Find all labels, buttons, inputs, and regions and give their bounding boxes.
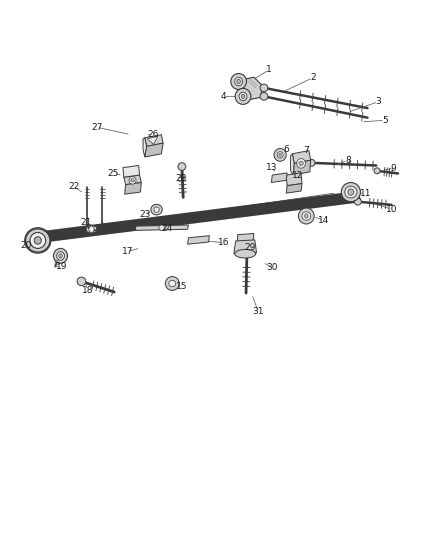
Text: 2: 2 xyxy=(310,73,316,82)
Ellipse shape xyxy=(260,93,268,100)
Text: 6: 6 xyxy=(284,145,290,154)
Text: 10: 10 xyxy=(386,205,397,214)
Text: 27: 27 xyxy=(91,123,102,132)
Text: 7: 7 xyxy=(304,146,309,155)
Polygon shape xyxy=(234,240,257,254)
Ellipse shape xyxy=(341,182,360,201)
Polygon shape xyxy=(237,233,254,242)
Ellipse shape xyxy=(151,204,162,215)
Ellipse shape xyxy=(131,179,134,182)
Text: 1: 1 xyxy=(266,66,272,74)
Polygon shape xyxy=(123,165,140,177)
Ellipse shape xyxy=(165,277,179,290)
Ellipse shape xyxy=(57,252,64,260)
Ellipse shape xyxy=(302,212,311,220)
Ellipse shape xyxy=(304,214,308,218)
Text: 23: 23 xyxy=(139,210,151,219)
Text: 16: 16 xyxy=(218,238,229,247)
Ellipse shape xyxy=(308,159,315,166)
Ellipse shape xyxy=(59,254,62,258)
Text: 14: 14 xyxy=(318,216,329,225)
Text: 3: 3 xyxy=(375,97,381,106)
Text: 24: 24 xyxy=(161,224,172,233)
Text: 15: 15 xyxy=(176,282,187,291)
Ellipse shape xyxy=(178,163,186,171)
Ellipse shape xyxy=(299,161,303,165)
Polygon shape xyxy=(145,135,163,147)
Ellipse shape xyxy=(348,189,354,195)
Polygon shape xyxy=(286,183,302,193)
Ellipse shape xyxy=(260,84,268,92)
Text: 18: 18 xyxy=(82,286,94,295)
Polygon shape xyxy=(240,77,263,100)
Ellipse shape xyxy=(169,280,176,287)
Text: 21: 21 xyxy=(80,218,92,227)
Polygon shape xyxy=(148,136,158,144)
Ellipse shape xyxy=(53,248,67,263)
Ellipse shape xyxy=(277,152,283,158)
Text: 31: 31 xyxy=(253,307,264,316)
Text: 17: 17 xyxy=(122,247,133,256)
Ellipse shape xyxy=(30,232,46,248)
Ellipse shape xyxy=(89,226,94,232)
Text: 13: 13 xyxy=(265,163,277,172)
Polygon shape xyxy=(290,154,294,175)
Ellipse shape xyxy=(129,176,136,184)
Polygon shape xyxy=(145,143,163,157)
Ellipse shape xyxy=(239,92,247,101)
Text: 28: 28 xyxy=(175,174,186,183)
Text: 12: 12 xyxy=(292,171,303,180)
Text: 22: 22 xyxy=(68,182,80,191)
Polygon shape xyxy=(86,225,97,233)
Polygon shape xyxy=(272,173,287,182)
Ellipse shape xyxy=(374,168,380,174)
Ellipse shape xyxy=(25,229,50,252)
Polygon shape xyxy=(293,160,311,175)
Ellipse shape xyxy=(235,77,243,86)
Ellipse shape xyxy=(297,159,305,168)
Text: 26: 26 xyxy=(148,130,159,139)
Ellipse shape xyxy=(154,207,159,212)
Ellipse shape xyxy=(34,237,41,244)
Ellipse shape xyxy=(244,251,251,257)
Polygon shape xyxy=(292,151,311,164)
Ellipse shape xyxy=(159,225,165,230)
Polygon shape xyxy=(124,175,141,184)
Polygon shape xyxy=(143,138,147,157)
Ellipse shape xyxy=(298,208,314,224)
Text: 19: 19 xyxy=(56,262,67,271)
Text: 9: 9 xyxy=(391,164,396,173)
Ellipse shape xyxy=(235,249,256,258)
Text: 30: 30 xyxy=(266,263,278,272)
Text: 29: 29 xyxy=(245,244,256,253)
Text: 20: 20 xyxy=(20,241,32,250)
Text: 4: 4 xyxy=(221,92,226,101)
Ellipse shape xyxy=(235,88,251,104)
Ellipse shape xyxy=(241,94,245,99)
Text: 5: 5 xyxy=(382,116,388,125)
Ellipse shape xyxy=(345,186,357,198)
Ellipse shape xyxy=(231,74,247,90)
Polygon shape xyxy=(125,182,141,194)
Ellipse shape xyxy=(274,149,286,161)
Ellipse shape xyxy=(237,79,240,84)
Text: 25: 25 xyxy=(108,169,119,178)
Polygon shape xyxy=(286,173,302,185)
Text: 11: 11 xyxy=(360,189,371,198)
Ellipse shape xyxy=(77,277,86,286)
Text: 8: 8 xyxy=(345,156,351,165)
Polygon shape xyxy=(135,225,188,230)
Ellipse shape xyxy=(279,154,282,157)
Polygon shape xyxy=(187,236,209,244)
Ellipse shape xyxy=(354,198,361,205)
